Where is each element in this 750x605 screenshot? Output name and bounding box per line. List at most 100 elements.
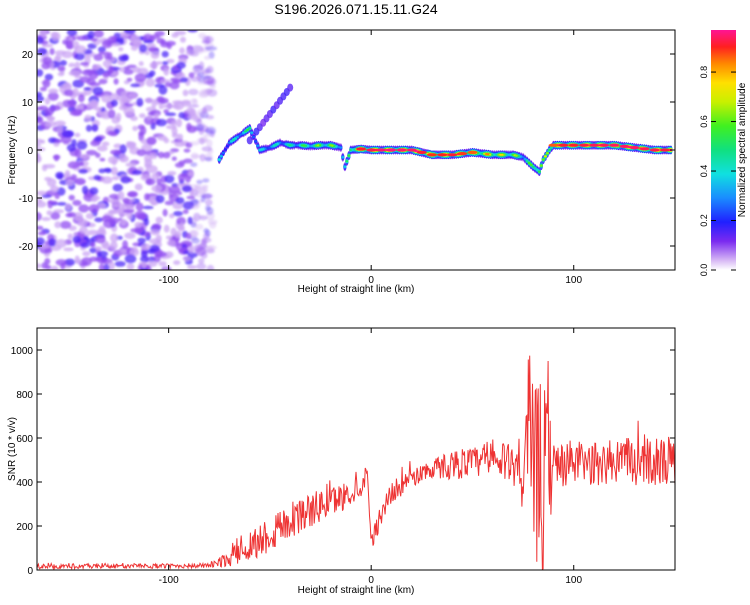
noise-blob — [182, 209, 189, 214]
noise-blob — [150, 201, 158, 206]
noise-blob — [37, 47, 48, 56]
noise-blob — [187, 216, 193, 225]
noise-blob — [65, 40, 73, 49]
noise-blob — [164, 200, 174, 206]
noise-blob — [99, 157, 106, 162]
noise-blob — [90, 241, 96, 248]
noise-blob — [41, 262, 48, 269]
noise-blob — [76, 35, 89, 41]
noise-blob — [50, 265, 59, 270]
noise-blob — [142, 205, 154, 210]
noise-blob — [90, 100, 99, 108]
noise-blob — [190, 230, 198, 238]
noise-blob — [164, 112, 177, 117]
noise-blob — [94, 136, 103, 142]
noise-blob — [205, 205, 211, 212]
ridge-peak — [629, 146, 640, 150]
noise-blob — [144, 158, 153, 167]
noise-blob — [111, 166, 118, 176]
noise-blob — [193, 186, 203, 193]
noise-blob — [188, 141, 200, 146]
ridge-cell — [225, 145, 229, 148]
noise-blob — [103, 51, 110, 60]
noise-blob — [48, 238, 57, 247]
snr-series-line — [37, 355, 675, 570]
noise-blob — [107, 130, 117, 136]
ridge-peak — [649, 148, 660, 152]
noise-blob — [140, 243, 151, 250]
noise-blob — [155, 194, 165, 204]
noise-blob — [112, 203, 121, 208]
noise-blob — [74, 177, 86, 186]
noise-blob — [193, 64, 201, 70]
noise-blob — [123, 68, 134, 75]
noise-blob — [115, 37, 125, 43]
colorbar-tick-label: 0.4 — [699, 165, 709, 178]
noise-blob — [97, 250, 109, 257]
noise-blob — [187, 171, 194, 177]
noise-blob — [171, 104, 181, 109]
noise-blob — [41, 217, 51, 221]
noise-blob — [93, 53, 104, 61]
noise-blob — [78, 218, 88, 227]
noise-blob — [187, 265, 197, 270]
noise-blob — [206, 264, 215, 270]
noise-blob — [127, 141, 137, 148]
noise-blob — [43, 164, 56, 169]
noise-blob — [140, 126, 147, 135]
noise-blob — [67, 161, 80, 169]
noise-blob — [144, 193, 150, 201]
noise-blob — [59, 60, 67, 66]
noise-blob — [172, 100, 184, 105]
ridge-cell — [343, 165, 347, 168]
noise-blob — [200, 240, 207, 249]
noise-blob — [163, 267, 170, 270]
noise-blob — [165, 235, 173, 240]
ridge-peak — [437, 153, 448, 157]
noise-blob — [204, 245, 215, 254]
noise-blob — [177, 133, 184, 141]
snr-xtick-label: 0 — [368, 575, 374, 586]
noise-blob — [176, 216, 186, 226]
noise-blob — [80, 242, 90, 248]
noise-blob — [37, 116, 44, 124]
noise-blob — [163, 109, 169, 114]
noise-blob — [204, 156, 213, 162]
noise-blob — [76, 140, 88, 150]
noise-blob — [144, 218, 149, 226]
noise-blob — [69, 98, 76, 108]
noise-blob — [199, 136, 208, 143]
noise-blob — [132, 66, 141, 73]
noise-blob — [120, 176, 131, 184]
noise-blob — [90, 37, 98, 42]
ridge-cell — [240, 133, 244, 136]
noise-blob — [37, 263, 42, 269]
noise-blob — [37, 69, 44, 77]
ridge-cell — [543, 155, 548, 158]
noise-blob — [126, 64, 137, 69]
noise-blob — [182, 89, 189, 97]
noise-blob — [104, 168, 112, 174]
noise-blob — [124, 232, 136, 239]
ridge-cell — [549, 146, 554, 149]
noise-blob — [209, 84, 216, 89]
noise-blob — [154, 83, 165, 88]
ridge-cell — [527, 161, 531, 165]
noise-blob — [89, 82, 101, 87]
ridge-cell — [339, 146, 343, 149]
ridge-cell — [231, 138, 236, 141]
ridge-peak — [376, 148, 387, 152]
noise-blob — [148, 244, 160, 252]
ridge-peak — [548, 143, 559, 147]
noise-blob — [188, 88, 199, 96]
noise-blob — [55, 171, 65, 180]
noise-blob — [169, 81, 180, 90]
noise-blob — [168, 185, 181, 194]
noise-blob — [49, 47, 55, 56]
noise-blob — [178, 160, 186, 166]
noise-blob — [203, 80, 215, 86]
spectrogram-xtick-label: 100 — [565, 275, 582, 286]
